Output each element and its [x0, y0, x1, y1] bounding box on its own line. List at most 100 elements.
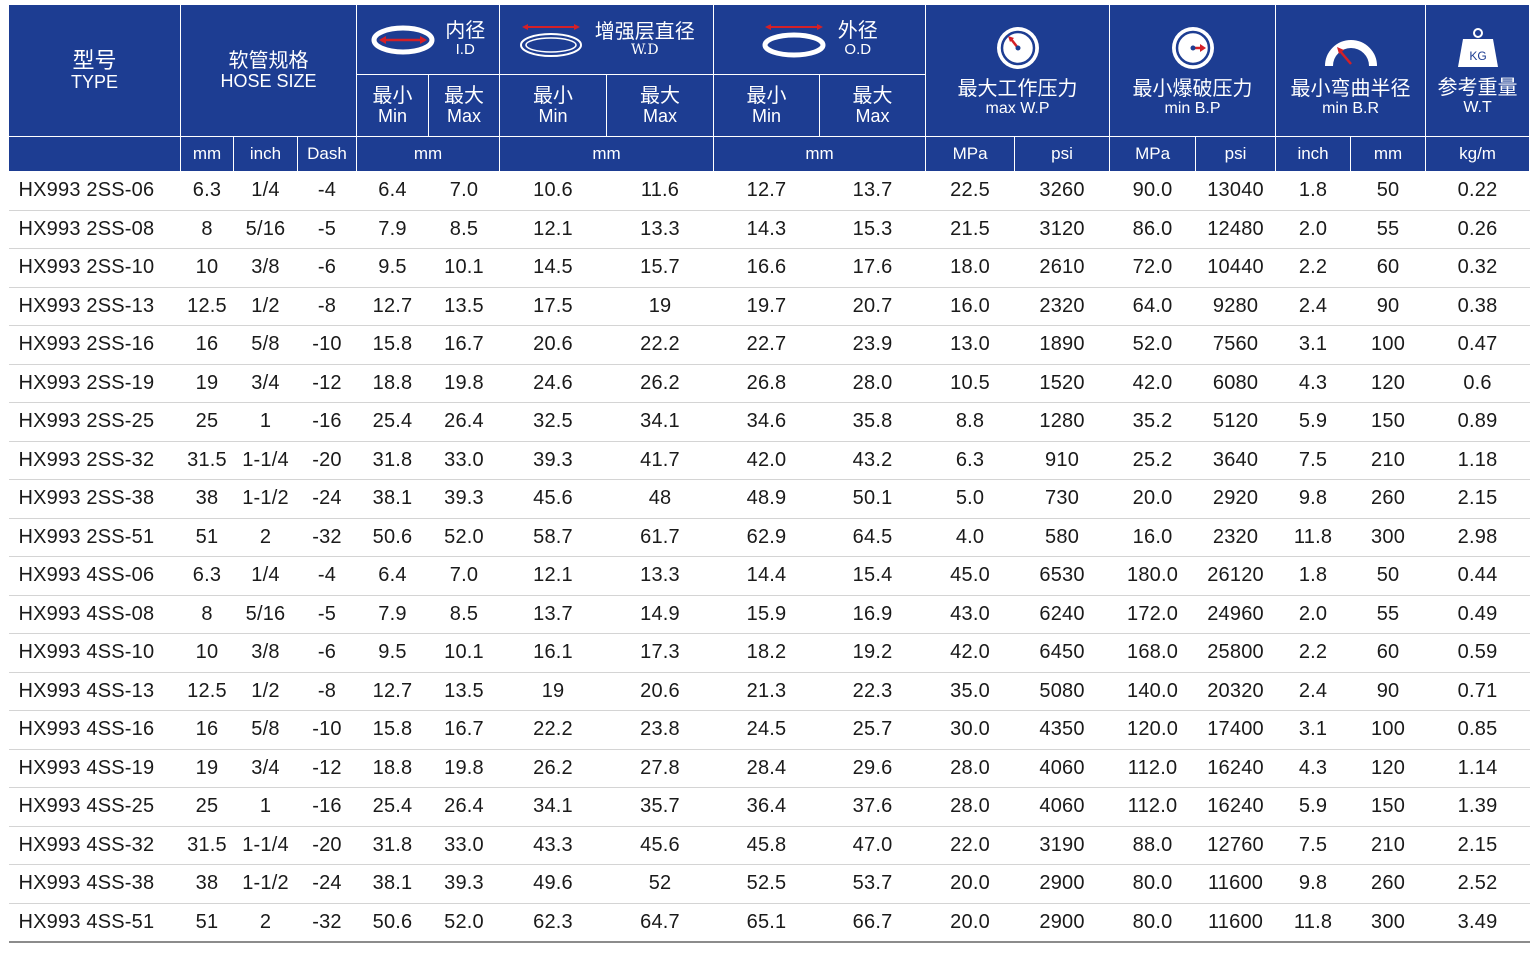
unit-bp-mpa: MPa [1109, 136, 1197, 172]
cell-od-min: 14.4 [713, 556, 820, 596]
cell-type: HX993 2SS-19 [8, 364, 181, 403]
cell-bp-psi: 9280 [1195, 287, 1276, 326]
hose-size-header: 软管规格 HOSE SIZE [180, 4, 357, 137]
cell-type: HX993 4SS-38 [8, 864, 181, 904]
cell-wd-max: 22.2 [606, 325, 714, 365]
cell-id-max: 10.1 [428, 633, 500, 673]
unit-wt-kgm: kg/m [1425, 136, 1531, 172]
cell-wd-min: 16.1 [499, 633, 607, 673]
hose-size-header-en: HOSE SIZE [220, 70, 317, 91]
cell-weight-kgm: 0.71 [1425, 672, 1530, 711]
cell-wd-min: 13.7 [499, 595, 607, 634]
cell-wd-max: 17.3 [606, 633, 714, 673]
cell-type: HX993 4SS-25 [8, 787, 181, 827]
cell-od-min: 18.2 [713, 633, 820, 673]
cell-id-max: 19.8 [428, 749, 500, 788]
cell-br-mm: 55 [1350, 210, 1426, 249]
cell-id-max: 39.3 [428, 864, 500, 904]
cell-wd-min: 24.6 [499, 364, 607, 403]
type-header-zh: 型号 [72, 47, 117, 73]
cell-br-inch: 2.4 [1275, 672, 1351, 711]
min-bend-radius-en: min B.R [1322, 99, 1379, 117]
cell-od-max: 19.2 [819, 633, 926, 673]
cell-wp-psi: 6240 [1014, 595, 1110, 634]
cell-weight-kgm: 0.32 [1425, 248, 1530, 288]
cell-br-inch: 3.1 [1275, 710, 1351, 750]
cell-od-max: 20.7 [819, 287, 926, 326]
cell-br-inch: 4.3 [1275, 364, 1351, 403]
cell-bp-mpa: 168.0 [1109, 633, 1196, 673]
wd-max-zh: 最大 [640, 84, 681, 107]
cell-bp-mpa: 80.0 [1109, 864, 1196, 904]
cell-hose-size-mm: 19 [180, 364, 234, 403]
cell-wp-mpa: 42.0 [925, 633, 1015, 673]
cell-bp-mpa: 86.0 [1109, 210, 1196, 249]
cell-weight-kgm: 0.22 [1425, 171, 1530, 211]
pressure-gauge-icon [996, 26, 1039, 69]
cell-dash: -6 [297, 248, 357, 288]
unit-mm: mm [180, 136, 234, 172]
cell-bp-mpa: 64.0 [1109, 287, 1196, 326]
cell-bp-psi: 24960 [1195, 595, 1276, 634]
cell-wd-min: 14.5 [499, 248, 607, 288]
cell-od-min: 12.7 [713, 171, 820, 211]
cell-wp-mpa: 6.3 [925, 441, 1015, 480]
table-row: HX993 2SS-13 12.5 1/2 -8 12.7 13.5 17.5 19 19.7 2… [8, 287, 1530, 326]
cell-od-min: 36.4 [713, 787, 820, 827]
header-row-units: mm inch Dash mm mm mm MPa psi MPa psi in… [8, 136, 1531, 172]
cell-bp-psi: 11600 [1195, 864, 1276, 904]
cell-bp-psi: 3640 [1195, 441, 1276, 480]
cell-dash: -8 [297, 672, 357, 711]
cell-bp-mpa: 172.0 [1109, 595, 1196, 634]
cell-dash: -5 [297, 595, 357, 634]
cell-id-max: 33.0 [428, 441, 500, 480]
cell-hose-size-inch: 1/2 [233, 287, 298, 326]
table-row: HX993 2SS-51 51 2 -32 50.6 52.0 58.7 61.7 62.9 64… [8, 518, 1530, 557]
cell-bp-psi: 16240 [1195, 787, 1276, 827]
cell-wp-mpa: 20.0 [925, 903, 1015, 943]
id-max-header: 最大 Max [427, 74, 501, 137]
cell-wd-min: 43.3 [499, 826, 607, 865]
cell-bp-psi: 7560 [1195, 325, 1276, 365]
table-row: HX993 4SS-16 16 5/8 -10 15.8 16.7 22.2 23.8 24.5… [8, 710, 1530, 750]
cell-wp-mpa: 10.5 [925, 364, 1015, 403]
cell-wd-min: 17.5 [499, 287, 607, 326]
table-row: HX993 2SS-10 10 3/8 -6 9.5 10.1 14.5 15.7 16.6 17… [8, 248, 1530, 288]
outer-diameter-zh: 外径 [837, 20, 878, 43]
burst-gauge-icon [1171, 26, 1214, 69]
cell-type: HX993 2SS-32 [8, 441, 181, 480]
min-burst-pressure-en: min B.P [1164, 99, 1221, 117]
cell-wp-mpa: 35.0 [925, 672, 1015, 711]
cell-weight-kgm: 0.59 [1425, 633, 1530, 673]
cell-hose-size-mm: 51 [180, 903, 234, 943]
cell-od-min: 24.5 [713, 710, 820, 750]
wd-min-zh: 最小 [533, 84, 574, 107]
cell-id-min: 15.8 [356, 710, 429, 750]
cell-wp-psi: 2320 [1014, 287, 1110, 326]
cell-wp-mpa: 28.0 [925, 749, 1015, 788]
cell-wd-max: 64.7 [606, 903, 714, 943]
unit-br-mm: mm [1350, 136, 1427, 172]
cell-bp-psi: 13040 [1195, 171, 1276, 211]
cell-type: HX993 4SS-16 [8, 710, 181, 750]
cell-hose-size-mm: 51 [180, 518, 234, 557]
header-row-top: 型号 TYPE 软管规格 HOSE SIZE 内径 I [8, 4, 1531, 137]
hose-size-header-zh: 软管规格 [228, 49, 309, 72]
cell-br-inch: 5.9 [1275, 402, 1351, 442]
reinforcement-diameter-zh: 增强层直径 [594, 20, 695, 43]
min-burst-pressure-zh: 最小爆破压力 [1132, 77, 1253, 100]
cell-br-mm: 90 [1350, 672, 1426, 711]
cell-id-min: 15.8 [356, 325, 429, 365]
cell-id-min: 31.8 [356, 441, 429, 480]
unit-wd-mm: mm [499, 136, 715, 172]
wd-max-header: 最大 Max [606, 74, 715, 137]
table-row: HX993 4SS-38 38 1-1/2 -24 38.1 39.3 49.6 52 52.5… [8, 864, 1530, 904]
cell-wp-mpa: 18.0 [925, 248, 1015, 288]
cell-id-min: 25.4 [356, 402, 429, 442]
cell-wd-min: 34.1 [499, 787, 607, 827]
cell-bp-mpa: 80.0 [1109, 903, 1196, 943]
cell-hose-size-inch: 5/16 [233, 595, 298, 634]
cell-br-inch: 9.8 [1275, 864, 1351, 904]
cell-od-min: 48.9 [713, 479, 820, 519]
cell-type: HX993 4SS-10 [8, 633, 181, 673]
